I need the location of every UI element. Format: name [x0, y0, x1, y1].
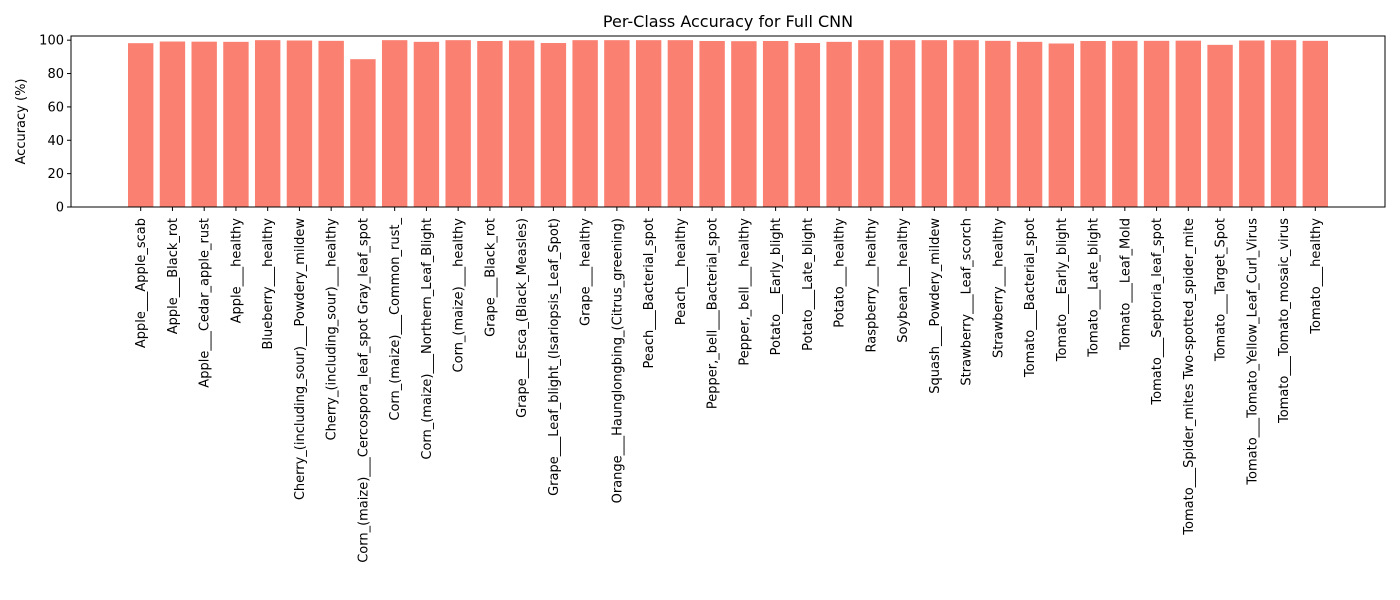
bar — [128, 43, 154, 207]
bar — [159, 41, 186, 208]
x-tick-label: Tomato___Leaf_Mold — [1118, 218, 1133, 351]
bars-group — [128, 40, 1328, 208]
bar — [794, 43, 821, 208]
x-tick-label: Peach___healthy — [674, 218, 689, 325]
x-tick-label: Tomato___Target_Spot — [1214, 218, 1229, 362]
x-tick-label: Raspberry___healthy — [864, 218, 879, 353]
bar — [826, 41, 852, 208]
x-tick-label: Tomato___Tomato_Yellow_Leaf_Curl_Virus — [1245, 218, 1260, 486]
x-tick-label: Potato___healthy — [833, 218, 848, 328]
bar — [667, 40, 694, 207]
x-tick-label: Soybean___healthy — [896, 218, 911, 343]
bar — [1302, 40, 1328, 208]
y-axis-label: Accuracy (%) — [14, 79, 29, 165]
y-tick-label: 60 — [47, 100, 64, 115]
y-tick-label: 80 — [47, 67, 64, 82]
bar — [286, 40, 313, 207]
bar — [254, 40, 281, 207]
bar — [889, 40, 916, 207]
bar — [191, 41, 217, 207]
bar — [413, 41, 440, 208]
bar — [1175, 40, 1202, 207]
bar — [635, 40, 662, 207]
plot-frame — [70, 35, 1386, 208]
bar — [540, 43, 567, 208]
x-tick-label: Cherry_(including_sour)___healthy — [325, 218, 340, 441]
bar — [1270, 40, 1297, 207]
x-tick-label: Grape___Leaf_blight_(Isariopsis_Leaf_Spo… — [547, 218, 562, 496]
x-tick-label: Apple___Apple_scab — [134, 218, 149, 348]
x-tick-label: Pepper,_bell___healthy — [737, 218, 752, 366]
bar — [921, 40, 948, 207]
bar — [731, 41, 757, 207]
bar — [953, 40, 979, 207]
x-axis: Apple___Apple_scab Apple___Black_rot Apple… — [134, 207, 1324, 563]
bar — [1048, 43, 1075, 208]
bar — [1016, 41, 1043, 208]
y-axis: 0 20 40 60 80 100 — [39, 34, 71, 216]
bar — [762, 41, 789, 207]
x-tick-label: Corn_(maize)___Cercospora_leaf_spot Gray… — [356, 218, 371, 563]
bar — [381, 40, 408, 207]
x-tick-label: Orange___Haunglongbing_(Citrus_greening) — [610, 218, 625, 503]
x-tick-label: Strawberry___healthy — [991, 218, 1006, 358]
x-tick-label: Strawberry___Leaf_scorch — [960, 218, 975, 386]
bar — [508, 40, 535, 207]
x-tick-label: Corn_(maize)___Common_rust_ — [388, 218, 403, 421]
bar — [985, 40, 1011, 208]
y-tick-label: 20 — [47, 167, 64, 182]
y-tick-label: 100 — [39, 34, 64, 49]
bar — [1112, 40, 1138, 208]
bar — [318, 40, 344, 208]
x-tick-label: Apple___healthy — [229, 218, 244, 324]
x-tick-label: Grape___Esca_(Black_Measles) — [515, 218, 530, 418]
x-tick-label: Potato___Early_blight — [769, 218, 784, 355]
bar — [477, 41, 503, 207]
bar — [350, 59, 376, 207]
x-tick-label: Blueberry___healthy — [261, 218, 276, 350]
x-tick-label: Tomato___Spider_mites Two-spotted_spider… — [1182, 218, 1197, 536]
x-tick-label: Peach___Bacterial_spot — [642, 218, 657, 368]
x-tick-label: Apple___Black_rot — [166, 218, 181, 334]
x-tick-label: Tomato___Septoria_leaf_spot — [1150, 218, 1165, 406]
x-tick-label: Corn_(maize)___healthy — [452, 218, 467, 373]
bar — [445, 40, 471, 207]
x-tick-label: Tomato___healthy — [1309, 218, 1324, 335]
x-tick-label: Tomato___Early_blight — [1055, 218, 1070, 362]
x-tick-label: Tomato___Late_blight — [1087, 218, 1102, 358]
x-tick-label: Apple___Cedar_apple_rust — [198, 218, 213, 388]
x-tick-label: Potato___Late_blight — [801, 218, 816, 351]
x-tick-label: Corn_(maize)___Northern_Leaf_Blight — [420, 218, 435, 460]
bar — [223, 41, 249, 208]
y-tick-label: 40 — [47, 134, 64, 149]
y-tick-label: 0 — [56, 201, 64, 216]
chart-title: Per-Class Accuracy for Full CNN — [603, 12, 853, 31]
bar — [572, 40, 598, 207]
x-tick-label: Pepper,_bell___Bacterial_spot — [706, 218, 721, 409]
bar — [604, 40, 630, 207]
x-tick-label: Squash___Powdery_mildew — [928, 218, 943, 394]
x-tick-label: Tomato___Bacterial_spot — [1023, 218, 1038, 378]
bar — [1143, 40, 1170, 208]
bar — [858, 40, 884, 207]
bar — [1080, 41, 1106, 207]
bar — [1207, 44, 1233, 208]
x-tick-label: Tomato___Tomato_mosaic_virus — [1277, 218, 1292, 424]
bar — [699, 41, 725, 207]
x-tick-label: Grape___Black_rot — [483, 218, 498, 337]
x-tick-label: Cherry_(including_sour)___Powdery_mildew — [293, 218, 308, 501]
bar — [1239, 40, 1265, 207]
x-tick-label: Grape___healthy — [579, 218, 594, 326]
